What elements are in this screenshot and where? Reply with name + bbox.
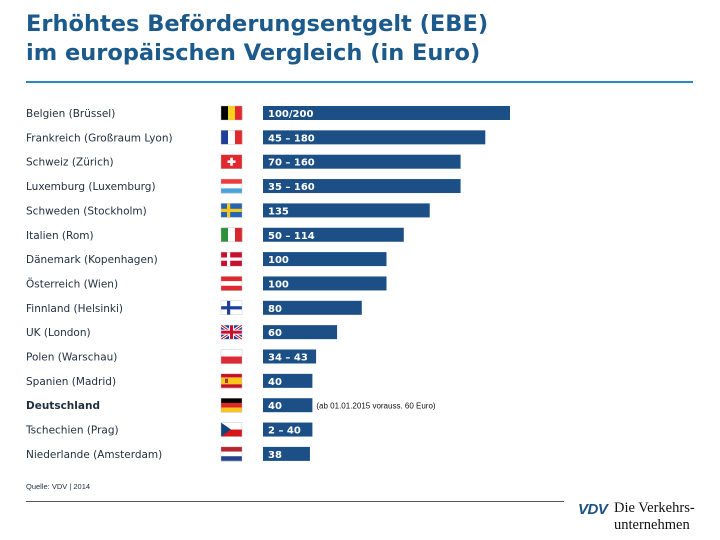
category-label: Polen (Warschau)	[26, 352, 117, 364]
flag-icon-switzerland	[220, 154, 243, 169]
bar	[263, 446, 310, 461]
category-label: Tschechien (Prag)	[25, 425, 119, 437]
title-line-2: im europäischen Vergleich (in Euro)	[26, 40, 481, 66]
category-label: Luxemburg (Luxemburg)	[26, 181, 156, 193]
bar	[263, 203, 430, 218]
bar-value-label: 40	[268, 401, 282, 412]
bar-value-label: 135	[268, 206, 289, 217]
bar	[263, 349, 317, 364]
bar-value-label: 100	[268, 279, 289, 290]
flag-icon-luxembourg	[220, 178, 243, 194]
vdv-logo: VDV Die Verkehrs- unternehmen	[578, 500, 708, 540]
bar	[263, 106, 510, 120]
page-title: Erhöhtes Beförderungsentgelt (EBE) im eu…	[26, 10, 706, 68]
category-label: Spanien (Madrid)	[26, 376, 116, 388]
category-label: Italien (Rom)	[26, 230, 94, 242]
flag-icon-czechia	[220, 422, 243, 437]
flag-icon-sweden	[220, 203, 243, 218]
bar-value-label: 50 – 114	[268, 231, 315, 242]
flag-icon-denmark	[220, 251, 243, 267]
source-note: Quelle: VDV | 2014	[26, 482, 91, 491]
category-label: Dänemark (Kopenhagen)	[26, 254, 158, 266]
bar-value-label: 38	[268, 450, 282, 461]
bar	[263, 422, 313, 437]
flag-icon-italy	[220, 227, 243, 242]
flag-icon-spain	[220, 373, 243, 389]
bar-value-label: 70 – 160	[268, 158, 315, 169]
vdv-logo-mark: VDV	[578, 501, 608, 518]
vdv-logo-text-line-1: Die Verkehrs-	[614, 500, 695, 516]
bar	[263, 252, 387, 267]
title-divider	[26, 81, 693, 83]
flag-icon-belgium	[220, 105, 243, 121]
bar	[263, 130, 486, 145]
bar	[263, 227, 404, 242]
flag-icon-poland	[220, 349, 243, 364]
flag-icon-austria	[220, 276, 243, 291]
bar-value-label: 40	[268, 377, 282, 388]
flag-icon-finland	[220, 300, 243, 316]
flag-icon-germany	[220, 398, 243, 413]
bar	[263, 154, 461, 169]
footer-divider	[26, 501, 564, 502]
bar-annotation: (ab 01.01.2015 vorauss. 60 Euro)	[316, 402, 436, 411]
category-label: Niederlande (Amsterdam)	[26, 449, 162, 461]
bar-value-label: 35 – 160	[268, 182, 315, 193]
category-label: Frankreich (Großraum Lyon)	[26, 132, 173, 144]
category-label: UK (London)	[26, 327, 91, 339]
bar-value-label: 100	[268, 255, 289, 266]
bar	[263, 276, 387, 291]
title-line-1: Erhöhtes Beförderungsentgelt (EBE)	[26, 11, 489, 37]
bar	[263, 179, 461, 194]
category-label: Schweden (Stockholm)	[26, 205, 147, 217]
bar-value-label: 34 – 43	[268, 353, 308, 364]
bar-chart: Belgien (Brüssel) 100/200 Frankreich (Groß…	[25, 105, 510, 462]
flag-icon-uk	[220, 323, 243, 341]
category-label: Österreich (Wien)	[26, 277, 118, 290]
bar	[263, 325, 338, 340]
bar-value-label: 2 – 40	[268, 426, 301, 437]
bar	[263, 300, 362, 315]
bar	[263, 373, 313, 388]
category-label: Deutschland	[26, 400, 100, 412]
vdv-logo-text-line-2: unternehmen	[614, 517, 690, 533]
category-label: Finnland (Helsinki)	[26, 303, 123, 315]
flag-icon-france	[220, 130, 243, 145]
bar-value-label: 100/200	[268, 109, 313, 120]
category-label: Schweiz (Zürich)	[26, 157, 114, 169]
category-label: Belgien (Brüssel)	[26, 108, 115, 120]
bar	[263, 398, 313, 413]
bar-value-label: 45 – 180	[268, 133, 315, 144]
bar-value-label: 60	[268, 328, 282, 339]
bar-value-label: 80	[268, 304, 282, 315]
flag-icon-netherlands	[220, 446, 243, 462]
